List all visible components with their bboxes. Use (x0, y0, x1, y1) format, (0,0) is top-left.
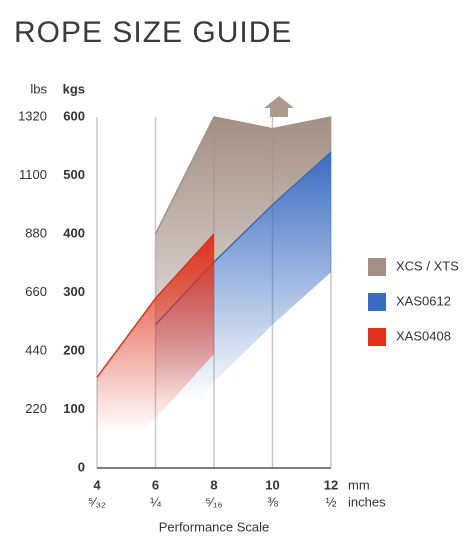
legend-label: XAS0408 (396, 328, 451, 343)
area-top (96, 233, 215, 378)
y2-tick-label: 880 (25, 225, 47, 240)
x-secondary-tick-label: ⁵⁄₃₂ (88, 494, 106, 509)
y2-tick-label: 660 (25, 284, 47, 299)
y-tick-label: 200 (63, 342, 85, 357)
x-secondary-tick-label: ½ (326, 494, 337, 509)
y-tick-label: 400 (63, 225, 85, 240)
x-secondary-tick-label: ⁵⁄₁₆ (205, 494, 222, 509)
legend-swatch (368, 293, 386, 311)
x-axis-label: Performance Scale (159, 519, 270, 534)
legend-label: XAS0612 (396, 293, 451, 308)
y2-tick-label: 1320 (18, 108, 47, 123)
y-tick-label: 600 (63, 108, 85, 123)
y2-axis-label: lbs (30, 81, 47, 96)
x-tick-label: 4 (93, 477, 101, 492)
x-secondary-tick-label: ⅜ (267, 494, 278, 509)
x-tick-label: 10 (265, 477, 279, 492)
y-tick-label: 100 (63, 401, 85, 416)
legend-label: XCS / XTS (396, 258, 459, 273)
y-tick-label: 500 (63, 167, 85, 182)
x-tick-label: 12 (324, 477, 338, 492)
area-top (154, 116, 332, 235)
x-secondary-tick-label: ¼ (150, 494, 161, 509)
y-axis-label: kgs (63, 81, 85, 96)
area-fill (155, 152, 331, 445)
legend-swatch (368, 328, 386, 346)
y-tick-label: 300 (63, 284, 85, 299)
x-tick-label: 8 (210, 477, 217, 492)
x-tick-label: 6 (152, 477, 159, 492)
chart-title: ROPE SIZE GUIDE (14, 16, 292, 49)
y2-tick-label: 440 (25, 342, 47, 357)
x-unit-label: mm (348, 477, 370, 492)
y2-tick-label: 1100 (19, 167, 47, 182)
arrow-icon (262, 96, 296, 117)
area-fill (97, 234, 214, 468)
y-tick-label: 0 (78, 459, 85, 474)
legend-swatch (368, 258, 386, 276)
x-secondary-unit-label: inches (348, 494, 386, 509)
y2-tick-label: 220 (25, 401, 47, 416)
